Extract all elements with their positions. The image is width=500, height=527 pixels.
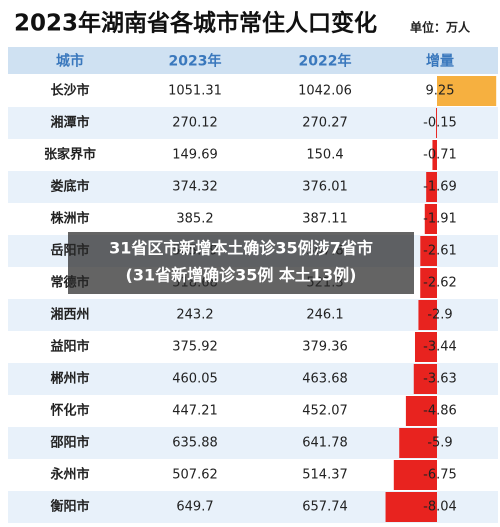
- overlay-line: 31省区市新增本土确诊35例涉7省市: [109, 239, 373, 258]
- cell: 379.36: [302, 340, 348, 355]
- cell: 270.12: [172, 116, 218, 131]
- city-name: 邵阳市: [49, 435, 89, 451]
- cell: -4.86: [423, 404, 457, 419]
- cell: -5.9: [427, 436, 452, 451]
- cell: 375.92: [172, 340, 218, 355]
- cell: 243.2: [176, 308, 213, 323]
- cell: 9.25: [426, 84, 455, 99]
- cell: 246.1: [306, 308, 343, 323]
- change-bar: [414, 332, 437, 362]
- change-bar: [420, 268, 437, 298]
- cell: -0.71: [423, 148, 457, 163]
- change-bar: [418, 300, 437, 330]
- city-name: 永州市: [49, 467, 89, 483]
- city-name: 衡阳市: [50, 499, 89, 515]
- row-bg: [8, 171, 498, 203]
- column-header: 2023年: [169, 53, 222, 70]
- cell: 507.62: [172, 468, 218, 483]
- cell: 452.07: [302, 404, 348, 419]
- cell: 447.21: [172, 404, 218, 419]
- row-bg: [8, 75, 498, 107]
- city-name: 娄底市: [50, 179, 89, 195]
- cell: -2.61: [423, 244, 457, 259]
- city-name: 湘潭市: [50, 115, 89, 131]
- cell: 1051.31: [168, 84, 222, 99]
- cell: 514.37: [302, 468, 348, 483]
- cell: 270.27: [302, 116, 348, 131]
- city-name: 张家界市: [44, 147, 96, 163]
- change-bar: [432, 140, 437, 170]
- cell: 385.2: [176, 212, 213, 227]
- cell: 463.68: [302, 372, 348, 387]
- cell: 641.78: [302, 436, 348, 451]
- city-name: 怀化市: [50, 403, 89, 419]
- cell: -3.44: [423, 340, 457, 355]
- row-bg: [8, 203, 498, 235]
- cell: -1.91: [423, 212, 457, 227]
- change-bar: [385, 492, 437, 522]
- change-bar: [413, 364, 437, 394]
- overlay-bg: [68, 232, 414, 294]
- city-name: 株洲市: [50, 211, 89, 227]
- change-bar: [405, 396, 437, 426]
- cell: -2.62: [423, 276, 457, 291]
- cell: -1.69: [423, 180, 457, 195]
- cell: -8.04: [423, 500, 457, 515]
- change-bar: [436, 108, 437, 138]
- cell: -2.9: [427, 308, 452, 323]
- cell: -3.63: [423, 372, 457, 387]
- row-bg: [8, 299, 498, 331]
- cell: 460.05: [172, 372, 218, 387]
- title: 2023年湖南省各城市常住人口变化: [14, 10, 377, 37]
- change-bar: [393, 460, 437, 490]
- cell: 1042.06: [298, 84, 352, 99]
- cell: 635.88: [172, 436, 218, 451]
- cell: 649.7: [176, 500, 213, 515]
- city-name: 长沙市: [50, 83, 89, 99]
- city-name: 湘西州: [50, 307, 89, 323]
- row-bg: [8, 139, 498, 171]
- change-bar: [399, 428, 437, 458]
- city-name: 郴州市: [50, 371, 89, 387]
- cell: -0.15: [423, 116, 457, 131]
- column-header: 2022年: [299, 53, 352, 70]
- cell: 374.32: [172, 180, 218, 195]
- unit: 单位：万人: [410, 20, 471, 35]
- change-bar: [420, 236, 437, 266]
- row-bg: [8, 107, 498, 139]
- header-row: [8, 47, 498, 74]
- change-bar: [437, 76, 497, 106]
- cell: 376.01: [302, 180, 348, 195]
- change-bar: [424, 204, 437, 234]
- column-header: 城市: [56, 53, 84, 70]
- column-header: 增量: [426, 53, 454, 70]
- overlay-line: (31省新增确诊35例 本土13例): [126, 266, 357, 285]
- news-overlay: 31省区市新增本土确诊35例涉7省市 (31省新增确诊35例 本土13例): [68, 232, 414, 294]
- cell: 657.74: [302, 500, 348, 515]
- cell: 149.69: [172, 148, 218, 163]
- cell: -6.75: [423, 468, 457, 483]
- cell: 387.11: [302, 212, 348, 227]
- city-name: 益阳市: [50, 339, 89, 355]
- cell: 150.4: [306, 148, 343, 163]
- change-bar: [426, 172, 437, 202]
